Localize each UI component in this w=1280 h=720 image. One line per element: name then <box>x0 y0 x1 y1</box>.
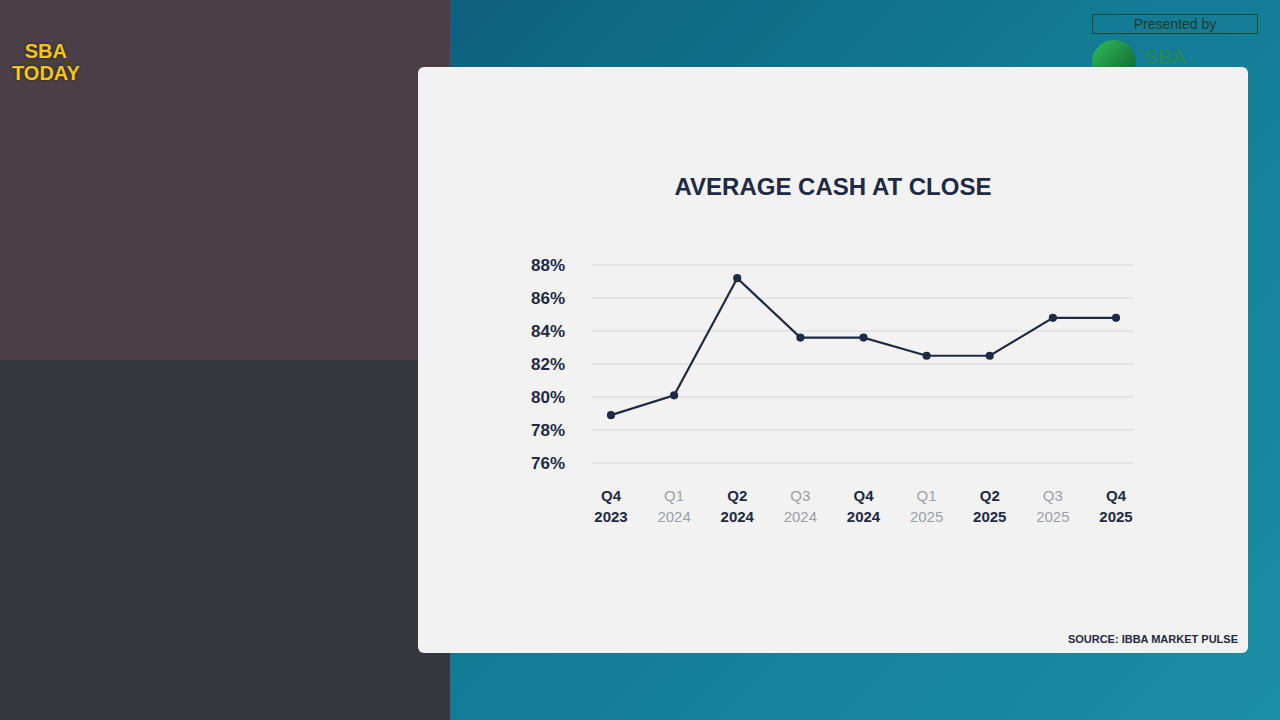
svg-text:78%: 78% <box>531 421 565 440</box>
svg-text:Q32024: Q32024 <box>784 487 817 525</box>
svg-text:Q22024: Q22024 <box>721 487 755 525</box>
svg-text:Q42024: Q42024 <box>847 487 881 525</box>
html-text:TODAY: TODAY <box>12 62 80 84</box>
html-text:AVERAGE CASH AT CLOSE: AVERAGE CASH AT CLOSE <box>674 173 992 200</box>
svg-text:Q32025: Q32025 <box>1036 487 1069 525</box>
svg-text:Q42023: Q42023 <box>594 487 627 525</box>
svg-text:76%: 76% <box>531 454 565 473</box>
html-text:SBA Collective: SBA Collective <box>1144 45 1235 90</box>
html-text:Presented by: Presented by <box>1133 16 1217 32</box>
svg-text:Q42025: Q42025 <box>1099 487 1132 525</box>
svg-text:Q12024: Q12024 <box>657 487 690 525</box>
svg-text:88%: 88% <box>531 256 565 275</box>
svg-text:82%: 82% <box>531 355 565 374</box>
svg-text:Q12025: Q12025 <box>910 487 943 525</box>
html-text:SBA: SBA <box>24 40 67 62</box>
svg-text:Q22025: Q22025 <box>973 487 1006 525</box>
svg-text:84%: 84% <box>531 322 565 341</box>
svg-text:86%: 86% <box>531 289 565 308</box>
svg-text:80%: 80% <box>531 388 565 407</box>
html-text:SOURCE: IBBA MARKET PULSE: SOURCE: IBBA MARKET PULSE <box>1067 633 1238 645</box>
